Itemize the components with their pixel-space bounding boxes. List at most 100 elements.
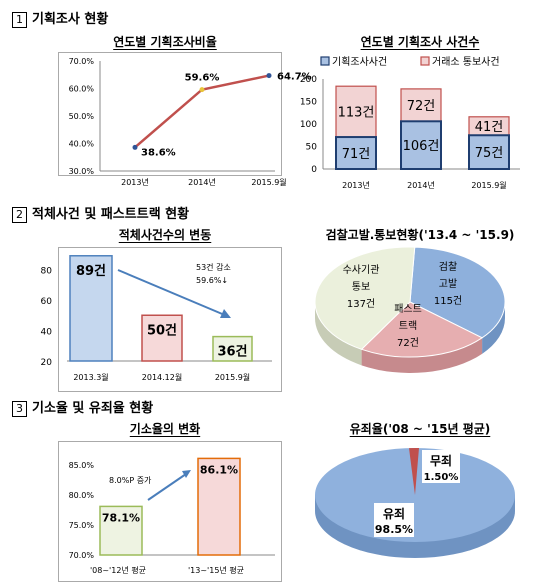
chart3-bar [212,335,253,362]
chart2-legend-label-1: 기획조사사건 [332,56,387,68]
chart1-box [58,52,282,176]
chart5-xtick-label: '13~'15년 평균 [188,565,244,575]
chart4-slice-label: 137건 [347,298,375,310]
chart2-ytick-label: 0 [311,165,317,175]
chart6-slice-label: 무죄 [430,453,452,468]
chart5-box [58,441,282,582]
chart4-slice-label: 수사기관 [343,264,380,276]
chart1-data-label: 64.7% [277,72,312,83]
section-1-label: 기획조사 현황 [32,12,109,27]
section-3-label: 기소율 및 유죄율 현황 [32,401,154,416]
chart2-bottom-label: 75건 [475,146,504,161]
chart5-xtick-label: '08~'12년 평균 [90,565,146,575]
chart4-slice-side [482,302,505,354]
chart1-ytick-label: 70.0% [69,57,95,66]
chart1-xtick-label: 2013년 [121,177,149,187]
chart5-ytick-label: 70.0% [69,551,95,560]
chart4-slice-label: 패스트 [394,303,422,315]
chart3-xtick-label: 2015.9월 [215,372,250,382]
chart2-ytick-label: 200 [300,75,317,85]
chart4-slice [409,246,506,339]
chart1-title: 연도별 기획조사비율 [113,35,217,49]
section-1-number: 1 [12,12,27,28]
chart2-xtick-label: 2014년 [407,180,435,190]
chart3-data-label: 36건 [217,344,247,360]
chart2-top-label: 72건 [407,99,436,114]
chart4-slice-side [315,302,362,366]
chart3-annotation-2: 59.6%↓ [196,276,228,285]
chart4-slice [314,246,416,350]
chart5-arrow-head [182,470,191,478]
chart3-xtick-label: 2014.12월 [142,372,182,382]
chart5-arrow [147,473,187,501]
chart2-ytick-label: 100 [300,120,317,130]
chart2-title: 연도별 기획조사 사건수 [360,35,480,49]
chart5-ytick-label: 85.0% [69,461,95,470]
chart1: 30.0% 40.0% 50.0% 60.0% 70.0% 38.6% 59.6% 64.7%… [69,57,312,187]
chart3-title: 적체사건수의 변동 [118,228,212,242]
chart2: 기획조사사건 거래소 통보사건 0 50 100 150 200 113건 71건 2013년 72… [300,56,520,190]
chart5-bar [99,505,143,556]
chart3-arrow [117,269,228,317]
chart1-point [199,87,205,93]
chart2-legend-swatch-2 [420,56,430,66]
chart3-data-label: 50건 [147,322,177,338]
chart3-xtick-label: 2013.3월 [73,372,108,382]
chart1-data-label: 38.6% [141,147,176,158]
chart2-ytick-label: 50 [306,143,318,153]
chart2-bar-bottom [468,134,510,170]
chart6-label-box-2 [422,450,460,483]
chart3-annotation-1: 53건 감소 [196,262,231,272]
chart2-legend-label-2: 거래소 통보사건 [432,56,500,68]
chart1-ytick-label: 30.0% [69,167,95,176]
chart4-slice-label: 115건 [434,295,462,307]
chart1-ytick-label: 50.0% [69,112,95,121]
chart3: 20 40 60 80 89건 2013.3월 50건 2014.12월 36건 2015.9월 5… [41,255,272,382]
chart1-xtick-label: 2014년 [188,177,216,187]
chart2-bar-bottom [400,120,442,171]
section-1-title: 1 기획조사 현황 [12,8,108,28]
chart2-legend-swatch-1 [320,56,330,66]
chart2-bottom-label: 71건 [342,147,371,162]
chart1-ytick-label: 40.0% [69,140,95,149]
chart3-ytick-label: 40 [41,328,53,338]
chart1-data-label: 59.6% [185,73,220,84]
chart4-slice-side [361,337,483,374]
chart4-slice-label: 검찰 [439,261,457,273]
chart2-ytick-label: 150 [300,98,317,108]
chart4-slice-label: 통보 [352,281,370,293]
section-2-title: 2 적체사건 및 패스트트랙 현황 [12,203,189,223]
chart2-top-label: 113건 [338,106,375,121]
chart2-bar-bottom [335,136,377,171]
section-2-label: 적체사건 및 패스트트랙 현황 [32,207,190,222]
chart2-bar-top [335,85,377,138]
chart6-label-box-1 [374,503,414,537]
chart6-slice-label: 유죄 [383,506,405,521]
chart4-slice-label: 고발 [439,278,457,290]
chart2-xtick-label: 2015.9월 [471,180,506,190]
chart6-title: 유죄율('08 ~ '15년 평균) [349,422,491,436]
chart5-ytick-label: 75.0% [69,521,95,530]
chart5-title: 기소율의 변화 [129,422,201,436]
chart5-annotation: 8.0%P 증가 [109,476,152,485]
chart4-slice [360,301,484,358]
chart6-slice-small [409,448,419,495]
chart5-data-label: 78.1% [102,511,140,524]
chart3-ytick-label: 60 [41,297,53,307]
chart3-bar [69,255,113,362]
section-2-number: 2 [12,207,27,223]
chart2-bottom-label: 106건 [403,139,440,154]
section-3-title: 3 기소율 및 유죄율 현황 [12,397,153,417]
chart3-arrow-head [220,309,231,318]
chart1-point [132,144,138,150]
chart2-top-label: 41건 [475,120,504,135]
chart6-slice-label: 1.50% [424,472,459,483]
chart1-point [266,73,272,79]
chart5-bar [197,457,241,556]
chart6-slice-label: 98.5% [375,523,413,536]
chart5-data-label: 86.1% [200,463,238,476]
chart2-xtick-label: 2013년 [342,180,370,190]
